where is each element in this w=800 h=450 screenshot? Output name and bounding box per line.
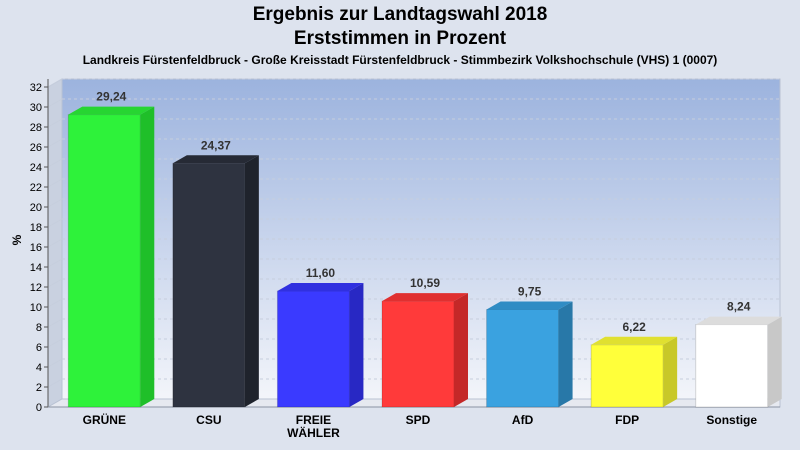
y-tick-label: 8 (36, 322, 42, 334)
x-tick-label: AfD (512, 413, 534, 427)
x-tick-label: SPD (406, 413, 431, 427)
gridline-side (47, 198, 63, 208)
gridline-side (47, 178, 63, 188)
y-tick-label: 22 (30, 182, 42, 194)
bar-top (486, 301, 573, 310)
bar-top (277, 283, 364, 291)
bar (381, 300, 455, 408)
y-tick-label: 0 (36, 402, 42, 414)
chart-subtitle: Landkreis Fürstenfeldbruck - Große Kreis… (82, 53, 718, 67)
bar-value-label: 6,22 (622, 320, 646, 334)
gridline-side (47, 258, 63, 268)
bar-side (349, 283, 364, 407)
gridline-side (47, 358, 63, 368)
y-tick-label: 30 (30, 102, 42, 114)
bar-top (591, 336, 678, 345)
bar-side (140, 106, 155, 407)
chart-title-line2: Erststimmen in Prozent (293, 28, 507, 49)
y-tick-label: 16 (30, 242, 42, 254)
bar-top (172, 155, 259, 164)
bar-top (695, 316, 782, 325)
x-tick-label: Sonstige (706, 413, 757, 427)
bar-value-label: 9,75 (518, 285, 542, 299)
x-tick-label: WÄHLER (287, 425, 340, 440)
gridline-side (47, 238, 63, 248)
y-tick-label: 10 (30, 302, 42, 314)
bar-side (663, 336, 678, 407)
y-tick-label: 18 (30, 222, 42, 234)
bar-top (68, 106, 155, 115)
bar-side (767, 316, 782, 407)
bar-value-label: 8,24 (727, 300, 751, 314)
bar (486, 309, 560, 408)
gridline-side (47, 98, 63, 108)
bar (67, 114, 141, 408)
gridline-side (47, 298, 63, 308)
gridline-side (47, 278, 63, 288)
x-tick-label: FREIE (296, 413, 331, 427)
x-tick-label: FDP (615, 413, 639, 427)
bar (172, 162, 246, 408)
y-axis-label: % (10, 234, 24, 245)
y-tick-label: 6 (36, 342, 42, 354)
bar-value-label: 29,24 (96, 90, 126, 104)
bar (276, 290, 350, 408)
chart-title: Ergebnis zur Landtagswahl 2018 (252, 4, 548, 25)
y-tick-label: 26 (30, 142, 42, 154)
bar-side (558, 301, 573, 407)
gridline-side (47, 158, 63, 168)
bar-value-label: 11,60 (306, 266, 336, 280)
y-tick-label: 20 (30, 202, 42, 214)
bar-top (382, 293, 468, 302)
x-tick-label: CSU (196, 413, 221, 427)
gridline-side (47, 118, 63, 128)
y-tick-label: 28 (30, 122, 42, 134)
y-tick-label: 14 (30, 262, 42, 274)
gridline-side (47, 138, 63, 148)
y-tick-label: 4 (36, 362, 42, 374)
y-tick-label: 32 (30, 82, 42, 94)
x-tick-label: GRÜNE (83, 412, 126, 427)
gridline-side (47, 318, 63, 328)
y-tick-label: 24 (30, 162, 42, 174)
bar-value-label: 24,37 (201, 138, 231, 152)
bar-side (244, 155, 259, 407)
y-tick-label: 2 (36, 382, 42, 394)
gridline-side (47, 218, 63, 228)
bar (590, 344, 664, 408)
y-tick-label: 12 (30, 282, 42, 294)
gridline-side (47, 378, 63, 388)
gridline-side (47, 78, 63, 88)
bar-side (454, 293, 468, 407)
bar (695, 324, 769, 408)
bar-value-label: 10,59 (410, 276, 440, 290)
gridline-side (47, 338, 63, 348)
